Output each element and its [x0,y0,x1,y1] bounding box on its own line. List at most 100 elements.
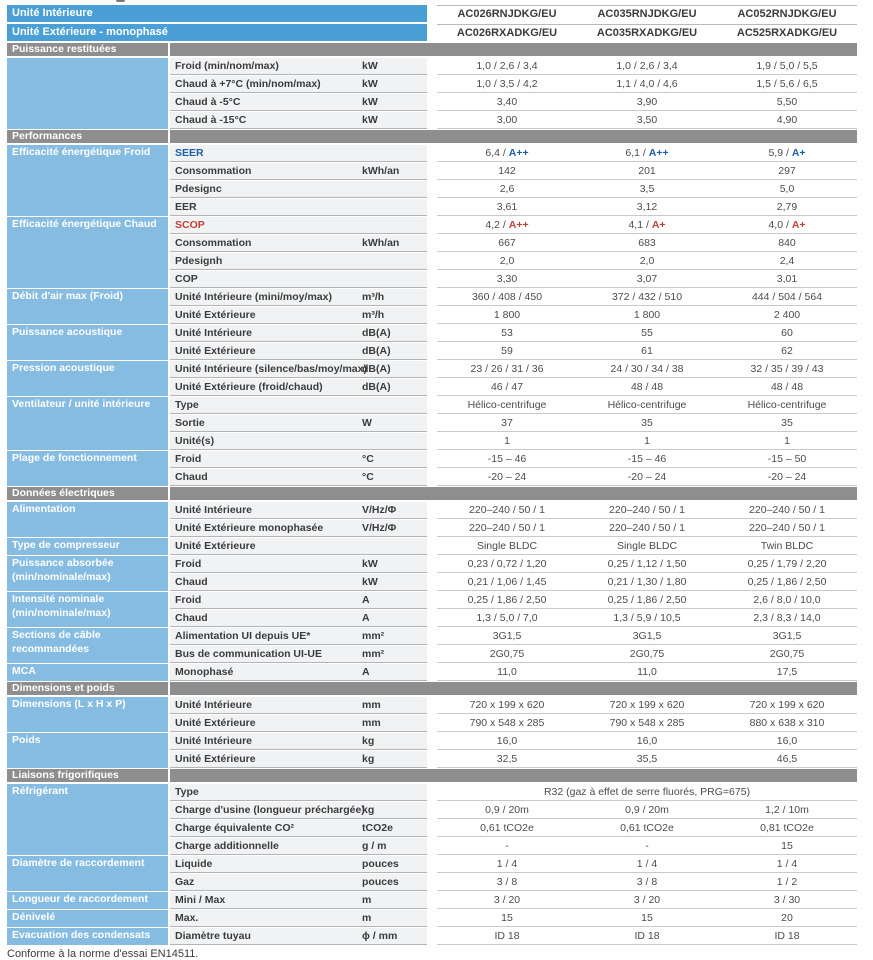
spec-unit: A [362,612,370,624]
spec-label: Froid (min/nom/max) [175,60,279,72]
spec-group: Diamètre de raccordement Liquide pouces 1 /… [7,856,857,891]
section-bar: Performances [7,130,857,143]
spec-row: Unité Intérieure (silence/bas/moy/max) dB… [170,361,857,378]
spec-value: 4,90 [717,112,857,129]
spec-value: Hélico-centrifuge [717,397,857,414]
spec-row: Froid A 0,25 / 1,86 / 2,50 0,25 / 1,86 / 2,… [170,592,857,609]
spec-label: Unité Extérieure monophasée [175,522,324,534]
spec-unit: kg [362,804,375,816]
spec-value: 16,0 [577,733,717,750]
spec-values: Single BLDC Single BLDC Twin BLDC [437,538,857,555]
spec-value: 17,5 [717,664,857,681]
spec-value: 48 / 48 [717,379,857,396]
spec-label-cell: Monophasé A [170,664,427,681]
spec-value: 1,0 / 2,6 / 3,4 [577,58,717,75]
spec-label: Unité Intérieure [175,327,253,339]
spec-row: SCOP 4,2 / A++ 4,1 / A+ 4,0 / A+ [170,217,857,234]
spec-values: 720 x 199 x 620 720 x 199 x 620 720 x 199 … [437,697,857,714]
spec-value: 3G1,5 [437,628,577,645]
spec-label-cell: Chaud à +7°C (min/nom/max) kW [170,76,427,93]
category-cell: Réfrigérant [7,784,168,855]
spec-group: Efficacité énergétique Froid SEER 6,4 / A+… [7,145,857,216]
spec-value: 2,79 [717,199,857,216]
spec-row: Pdesignh 2,0 2,0 2,4 [170,253,857,270]
spec-values: 37 35 35 [437,415,857,432]
section-bar-extension [170,769,857,782]
spec-label: Type [175,399,199,411]
section-bar: Dimensions et poids [7,682,857,695]
spec-group: Froid (min/nom/max) kW 1,0 / 2,6 / 3,4 1,0 … [7,58,857,129]
spec-value: 55 [577,325,717,342]
spec-value: 297 [717,163,857,180]
spec-value: 0,9 / 20m [577,802,717,819]
spec-label: Unité Intérieure (silence/bas/moy/max) [175,363,367,375]
spec-label-cell: SEER [170,145,427,162]
spec-group: Puissance acoustique Unité Intérieure dB(A… [7,325,857,360]
indoor-model-name: AC026RNJDKG/EU [457,8,557,20]
spec-value: 3,50 [577,112,717,129]
spec-value: 1 800 [437,307,577,324]
spec-sheet: Unité Intérieure AC026RNJDKG/EU AC035RNJD… [7,5,857,960]
spec-label: Unité Extérieure (froid/chaud) [175,381,323,393]
spec-label: Consommation [175,237,252,249]
spec-row: Unité Extérieure monophasée V/Hz/Φ 220–240… [170,520,857,537]
spec-unit: V/Hz/Φ [362,522,397,534]
spec-unit: mm [362,699,381,711]
spec-value: 37 [437,415,577,432]
spec-unit: m³/h [362,309,385,321]
spec-label-cell: Consommation kWh/an [170,235,427,252]
spec-row: Unité Intérieure dB(A) 53 55 60 [170,325,857,342]
energy-grade: A+ [791,147,806,159]
spec-value: - [577,838,717,855]
outdoor-model-name: AC035RXADKG/EU [596,27,698,39]
spec-value: 0,25 / 1,86 / 2,50 [577,592,717,609]
spec-label-cell: Unité Intérieure mm [170,697,427,714]
spec-value: 6,1 / A++ [577,145,717,162]
spec-values: 15 15 20 [437,910,857,927]
spec-values: 1,0 / 2,6 / 3,4 1,0 / 2,6 / 3,4 1,9 / 5,0 … [437,58,857,75]
spec-label: Bus de communication UI-UE [175,648,323,660]
spec-value: 0,61 tCO2e [577,820,717,837]
spec-row: Chaud à -5°C kW 3,40 3,90 5,50 [170,94,857,111]
section-title: Puissance restituées [7,43,168,56]
spec-value: 2,6 / 8,0 / 10,0 [717,592,857,609]
spec-value: 0,21 / 1,06 / 1,45 [437,574,577,591]
spec-row: Chaud A 1,3 / 5,0 / 7,0 1,3 / 5,9 / 10,5 2,3… [170,610,857,627]
spec-label: Mini / Max [175,894,226,906]
spec-value: 3,12 [577,199,717,216]
spec-label: Monophasé [175,666,234,678]
category-cell: Sections de câble recommandées [7,628,168,663]
spec-row: Mini / Max m 3 / 20 3 / 20 3 / 30 [170,892,857,909]
spec-unit: tCO2e [362,822,393,834]
spec-values: 4,2 / A++ 4,1 / A+ 4,0 / A+ [437,217,857,234]
spec-value: 4,0 / A+ [717,217,857,234]
spec-value: 15 [717,838,857,855]
spec-value: 720 x 199 x 620 [577,697,717,714]
spec-value: 683 [577,235,717,252]
spec-unit: kW [362,114,378,126]
spec-label-cell: Chaud A [170,610,427,627]
spec-value: 790 x 548 x 285 [437,715,577,732]
spec-row: Chaud kW 0,21 / 1,06 / 1,45 0,21 / 1,30 / 1… [170,574,857,591]
spec-value: 720 x 199 x 620 [717,697,857,714]
spec-value: 3,30 [437,271,577,288]
spec-value: 3,90 [577,94,717,111]
spec-values: 16,0 16,0 16,0 [437,733,857,750]
spec-label: SCOP [175,219,205,231]
spec-label-cell: Unité Extérieure [170,538,427,555]
spec-value: 53 [437,325,577,342]
spec-label-cell: Unité Intérieure dB(A) [170,325,427,342]
spec-row: Consommation kWh/an 667 683 840 [170,235,857,252]
spec-row: Bus de communication UI-UE mm² 2G0,75 2G0,7… [170,646,857,663]
spec-value: 2G0,75 [437,646,577,663]
spec-group-rows: Unité Intérieure (silence/bas/moy/max) dB… [170,361,857,396]
category-cell: Puissance absorbée (min/nominale/max) [7,556,168,591]
spec-label-cell: Unité Extérieure (froid/chaud) dB(A) [170,379,427,396]
indoor-model-name: AC052RNJDKG/EU [737,8,837,20]
spec-group-rows: Max. m 15 15 20 [170,910,857,927]
section-bar: Puissance restituées [7,43,857,56]
spec-value: 60 [717,325,857,342]
